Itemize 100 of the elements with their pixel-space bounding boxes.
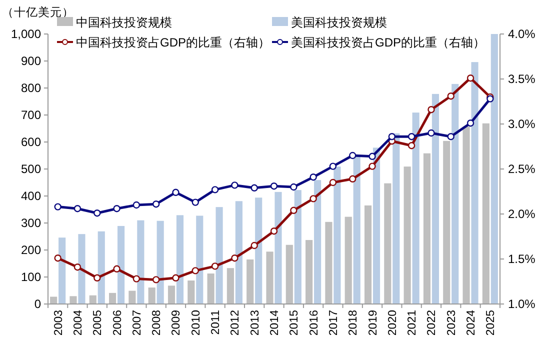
x-tick-label: 2005 (92, 310, 104, 336)
x-tick-label: 2008 (151, 310, 164, 336)
x-tick-label: 2024 (466, 309, 478, 336)
bar (471, 62, 478, 304)
bar (255, 198, 262, 304)
bar (156, 220, 164, 304)
point (447, 92, 454, 100)
y-tick-label: 100 (20, 270, 42, 284)
point (290, 206, 298, 214)
point (74, 264, 82, 271)
point (428, 129, 435, 137)
bar (109, 292, 116, 304)
x-tick-label: 2012 (230, 310, 242, 336)
point (211, 262, 219, 270)
bar (482, 123, 490, 304)
point (113, 205, 120, 212)
x-tick-label: 2007 (131, 310, 144, 336)
point (329, 162, 337, 170)
y-tick-label: 1,000 (10, 27, 42, 41)
bar (325, 222, 332, 304)
x-tick-label: 2018 (348, 310, 360, 336)
point (94, 210, 101, 217)
y-tick-label: 0 (34, 297, 42, 311)
bar (216, 207, 223, 304)
point (152, 276, 160, 284)
bar (344, 216, 352, 304)
x-tick-label: 2011 (210, 310, 222, 335)
bar (462, 126, 470, 304)
point (113, 265, 120, 272)
bar (443, 140, 450, 304)
bar (294, 190, 302, 304)
y2-tick-label: 1.0% (508, 297, 536, 311)
point (94, 274, 101, 282)
y-tick-label: 400 (20, 189, 42, 203)
x-tick-label: 2003 (52, 310, 65, 336)
y-tick-label: 300 (20, 216, 42, 230)
x-tick-label: 2023 (446, 310, 458, 336)
bar (188, 280, 195, 304)
x-tick-label: 2010 (190, 310, 202, 336)
bar (384, 183, 392, 304)
bar (226, 268, 234, 304)
bar (364, 205, 372, 304)
x-tick-label: 2021 (406, 310, 419, 336)
y2-tick-label: 3.5% (508, 72, 536, 86)
y2-tick-label: 1.5% (508, 252, 536, 266)
x-tick-label: 2006 (112, 310, 124, 336)
x-tick-label: 2016 (308, 310, 320, 336)
point (408, 133, 416, 140)
point (132, 201, 140, 209)
point (250, 184, 258, 192)
bar (168, 286, 176, 304)
point (172, 188, 180, 196)
bar (353, 156, 360, 304)
bar (58, 238, 66, 304)
point (172, 274, 180, 282)
point (310, 174, 317, 181)
y-tick-label: 600 (20, 135, 42, 149)
point (54, 203, 62, 210)
point (329, 178, 337, 186)
point (447, 133, 454, 140)
x-tick-label: 2004 (72, 309, 84, 336)
y-tick-label: 900 (20, 54, 42, 68)
x-tick-label: 2022 (426, 310, 438, 336)
legend-label: 中国科技投资规模 (76, 16, 172, 30)
bar (334, 166, 341, 304)
point (132, 275, 140, 282)
point (466, 74, 474, 82)
point (349, 152, 356, 160)
point (250, 242, 258, 250)
bar (404, 166, 411, 304)
x-tick-label: 2025 (485, 310, 498, 336)
bar (235, 201, 242, 304)
bar (432, 94, 439, 304)
x-tick-label: 2015 (288, 310, 301, 336)
bar (176, 215, 184, 304)
point (408, 142, 416, 150)
bar (89, 295, 96, 304)
y2-tick-label: 2.0% (508, 207, 536, 221)
bar (148, 288, 156, 304)
bar (50, 296, 58, 304)
point (290, 183, 298, 191)
y2-tick-label: 3.0% (508, 117, 536, 131)
bar (306, 240, 313, 304)
point (231, 254, 238, 262)
y-tick-label: 700 (20, 108, 42, 122)
point (349, 175, 356, 182)
point (466, 120, 474, 127)
x-tick-label: 2014 (269, 309, 281, 336)
point (428, 106, 435, 114)
point (74, 205, 82, 212)
bar (128, 290, 136, 304)
point (368, 152, 376, 160)
y-tick-label: 500 (20, 162, 42, 176)
x-tick-label: 2013 (249, 310, 262, 336)
point (368, 162, 376, 170)
point (270, 182, 278, 190)
y-tick-label: 200 (20, 243, 42, 257)
bar (70, 296, 77, 304)
legend-label: 美国科技投资占GDP的比重（右轴） (291, 36, 486, 50)
bar (246, 259, 254, 304)
